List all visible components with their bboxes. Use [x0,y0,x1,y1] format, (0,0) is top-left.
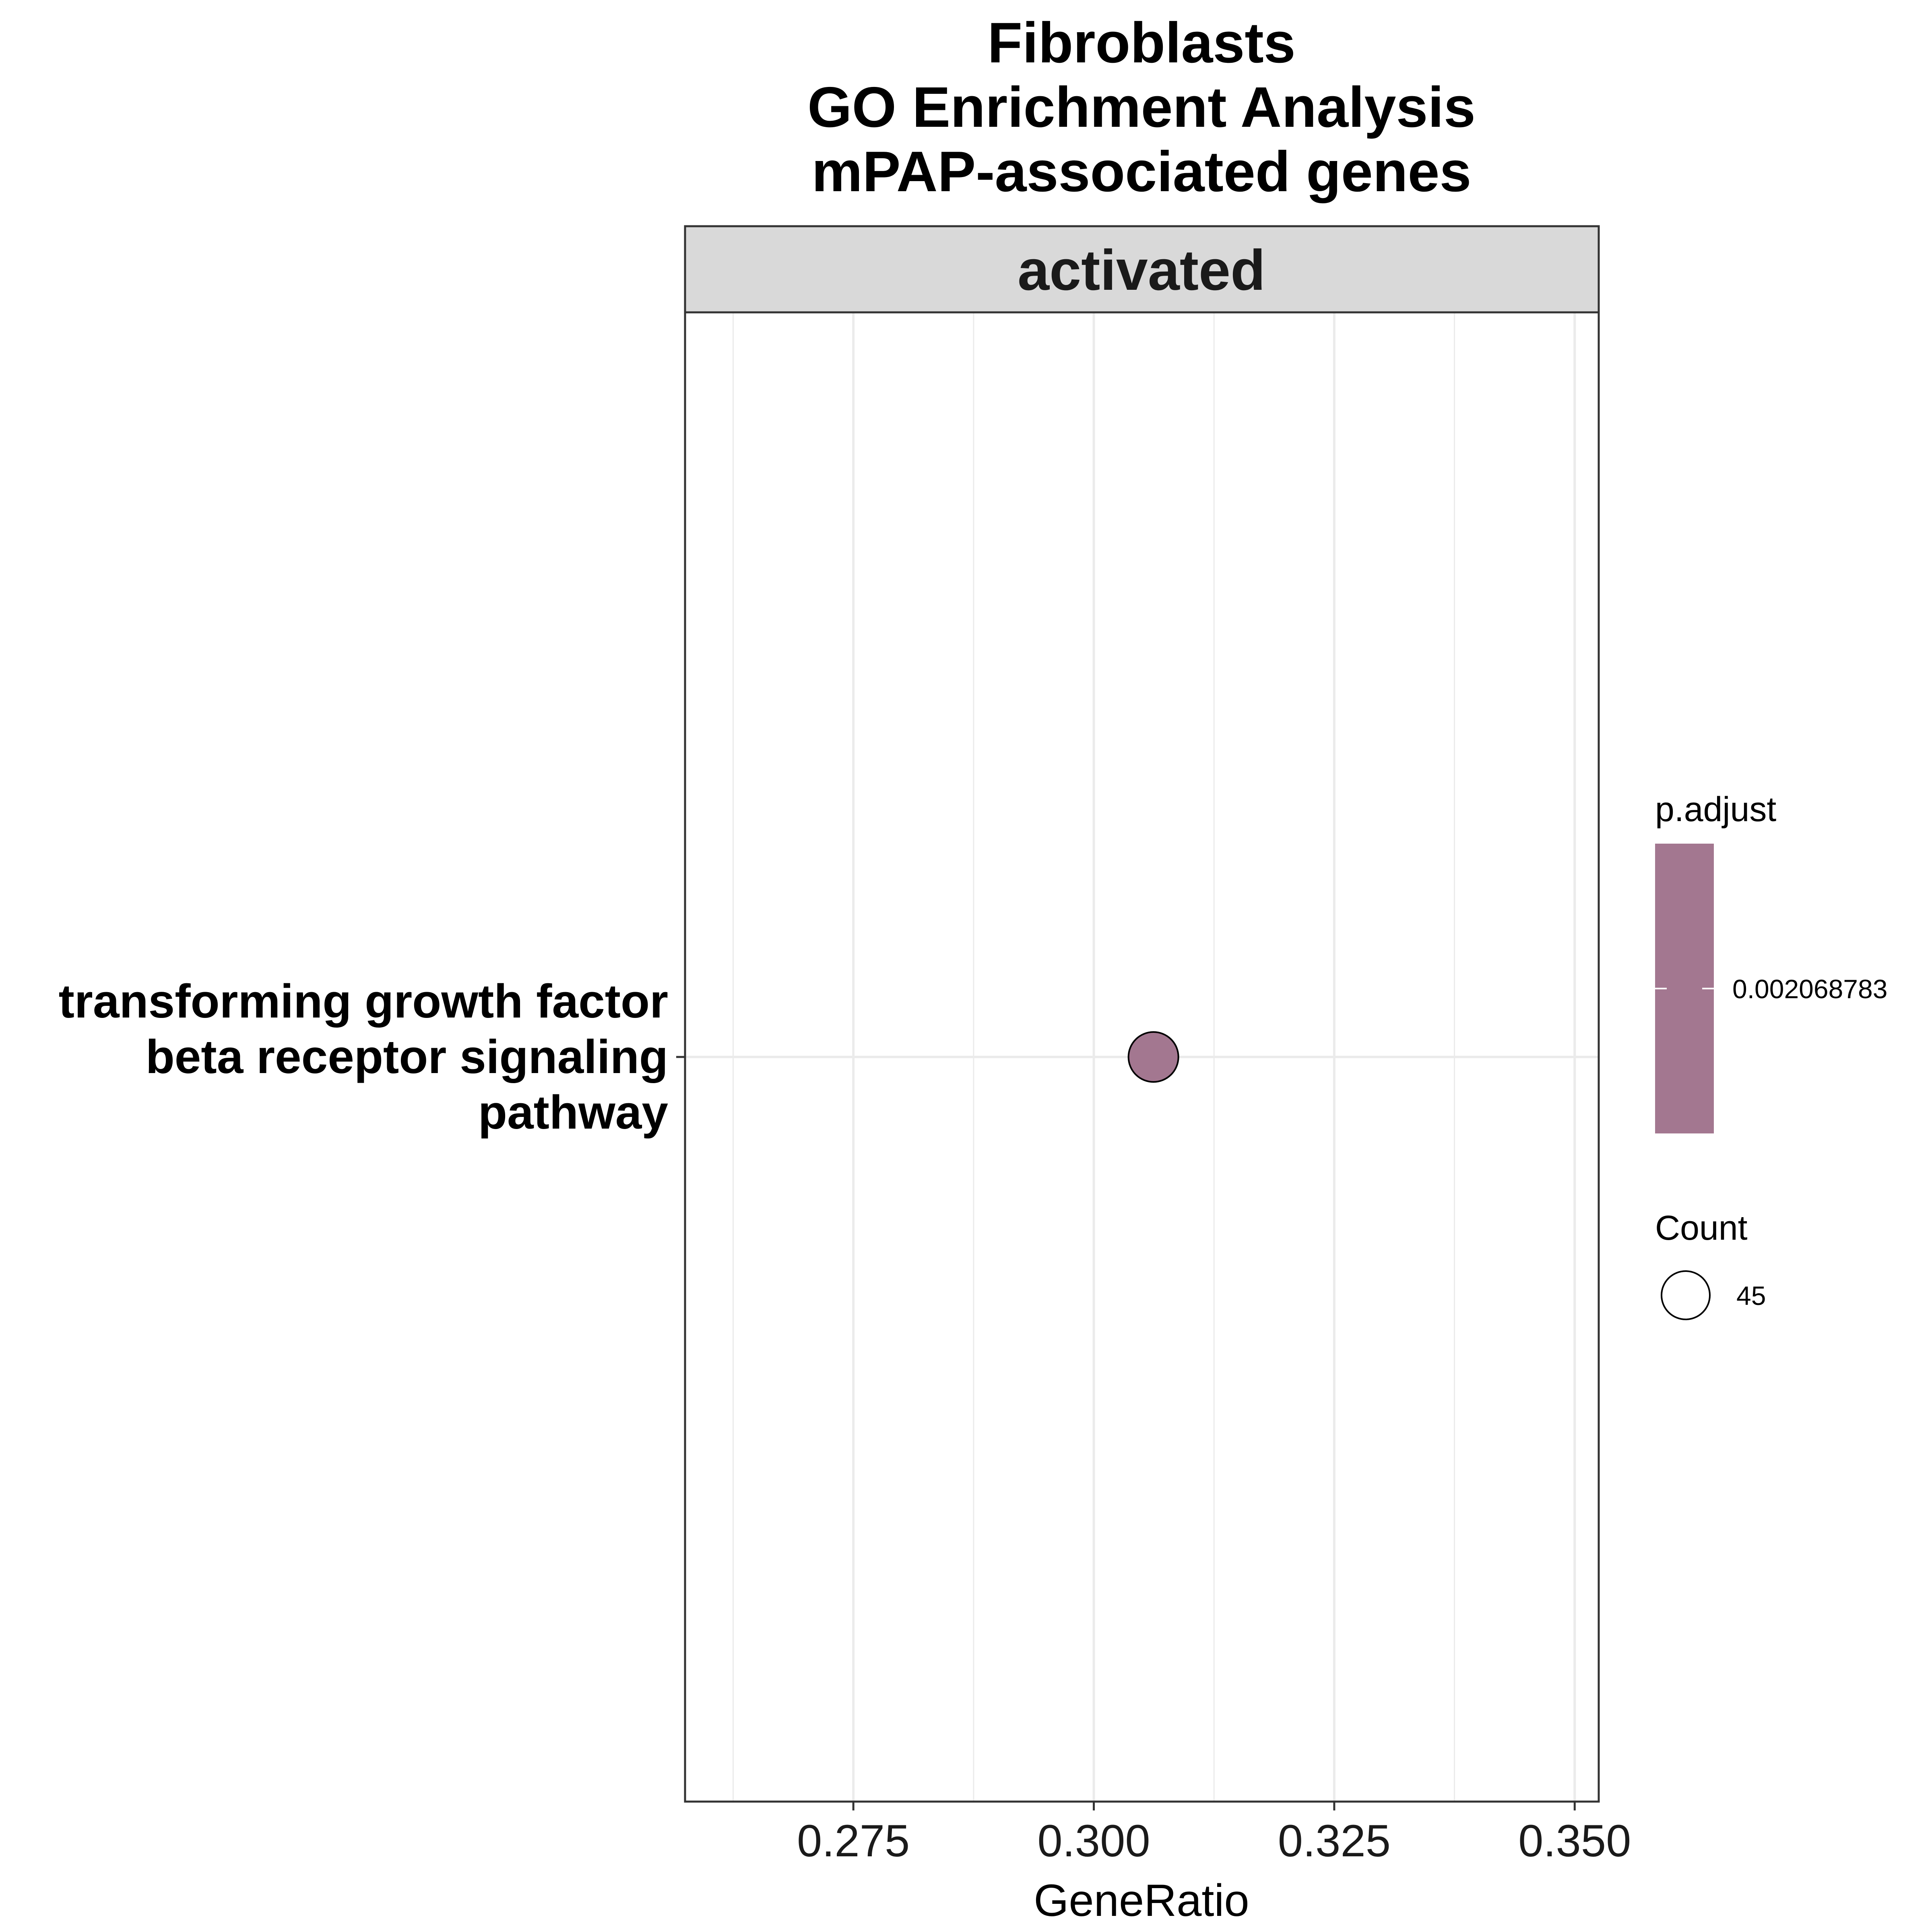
chart-title: Fibroblasts GO Enrichment Analysis mPAP-… [807,11,1476,204]
y-category-label: pathway [478,1086,668,1139]
legend-color: p.adjust 0.002068783 [1655,790,1887,1133]
facet-strip: activated [684,225,1600,314]
legend-size-title: Count [1655,1209,1748,1247]
x-tick-label: 0.350 [1518,1816,1631,1866]
legend-color-title: p.adjust [1655,790,1776,829]
grid-lines [685,312,1599,1802]
title-line-1: Fibroblasts [987,11,1295,75]
facet-strip-background [684,225,1600,314]
x-axis-title: GeneRatio [1034,1875,1249,1926]
y-category-label: transforming growth factor [59,975,668,1028]
legend-size-key [1661,1270,1711,1320]
legend-size: Count 45 [1655,1209,1766,1320]
legend-colorbar-label: 0.002068783 [1732,974,1887,1004]
title-line-3: mPAP-associated genes [812,140,1472,204]
x-tick-label: 0.325 [1278,1816,1391,1866]
x-tick-label: 0.300 [1037,1816,1150,1866]
x-axis: 0.275 0.300 0.325 0.350 [797,1802,1631,1866]
facet-strip-label: activated [1018,238,1265,302]
title-line-2: GO Enrichment Analysis [807,75,1476,139]
data-point [1127,1031,1179,1083]
y-category-label: beta receptor signaling [146,1030,668,1084]
x-tick-label: 0.275 [797,1816,910,1866]
data-points [1127,1031,1179,1083]
legend-size-label: 45 [1736,1281,1766,1311]
